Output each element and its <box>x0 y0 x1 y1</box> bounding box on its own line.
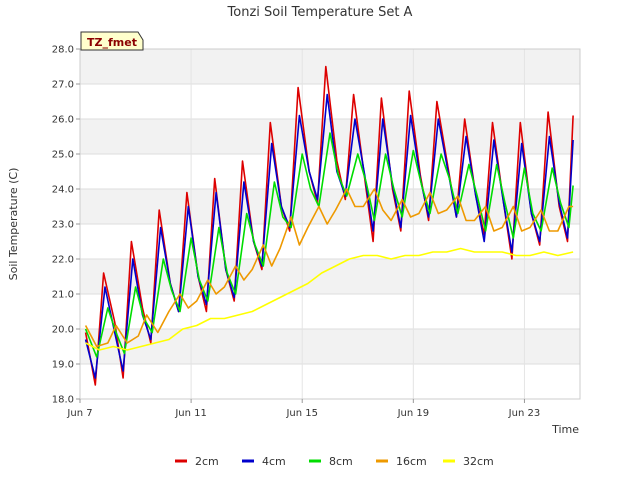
y-axis-label: Soil Temperature (C) <box>7 168 20 281</box>
legend-label-4cm: 4cm <box>262 455 286 468</box>
y-tick-label: 25.0 <box>52 150 74 161</box>
y-tick-label: 20.0 <box>52 325 74 336</box>
legend-label-8cm: 8cm <box>329 455 353 468</box>
x-tick-label: Jun 15 <box>285 408 318 419</box>
series-line-8cm <box>84 132 574 358</box>
site-badge-box <box>80 31 144 51</box>
y-tick-label: 26.0 <box>52 115 74 126</box>
x-tick-label: Jun 11 <box>174 408 207 419</box>
plot-band <box>80 259 580 294</box>
series-layer <box>84 65 574 386</box>
y-tick-label: 23.0 <box>52 220 74 231</box>
y-tick-label: 27.0 <box>52 80 74 91</box>
legend-label-2cm: 2cm <box>195 455 219 468</box>
site-badge-label: TZ_fmet <box>87 36 137 49</box>
x-tick-label: Jun 7 <box>66 408 92 419</box>
plot-band <box>80 49 580 84</box>
site-badge: TZ_fmet <box>80 31 144 51</box>
legend-label-16cm: 16cm <box>396 455 427 468</box>
x-axis: Jun 7 Jun 11 Jun 15 Jun 19 Jun 23 <box>66 399 540 419</box>
x-tick-label: Jun 19 <box>397 408 430 419</box>
y-tick-label: 18.0 <box>52 395 74 406</box>
plot-band <box>80 329 580 364</box>
y-tick-label: 22.0 <box>52 255 74 266</box>
y-tick-label: 28.0 <box>52 45 74 56</box>
y-axis: 18.0 19.0 20.0 21.0 22.0 23.0 24.0 25.0 26.0 27.0… <box>52 45 80 406</box>
series-line-16cm <box>84 188 574 348</box>
series-line-32cm <box>85 247 574 351</box>
chart-title: Tonzi Soil Temperature Set A <box>227 5 413 20</box>
series-line-4cm <box>84 93 574 379</box>
legend-label-32cm: 32cm <box>463 455 494 468</box>
x-axis-label: Time <box>551 423 579 436</box>
legend: 2cm 4cm 8cm 16cm 32cm <box>175 455 494 468</box>
y-tick-label: 21.0 <box>52 290 74 301</box>
y-tick-label: 19.0 <box>52 360 74 371</box>
x-tick-label: Jun 23 <box>508 408 541 419</box>
y-tick-label: 24.0 <box>52 185 74 196</box>
